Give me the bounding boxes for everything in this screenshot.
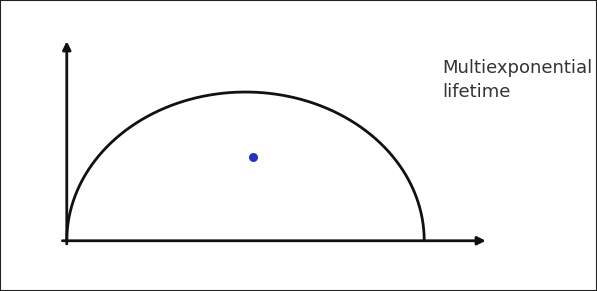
Text: Multiexponential
lifetime: Multiexponential lifetime [442,59,592,101]
Point [248,155,257,160]
